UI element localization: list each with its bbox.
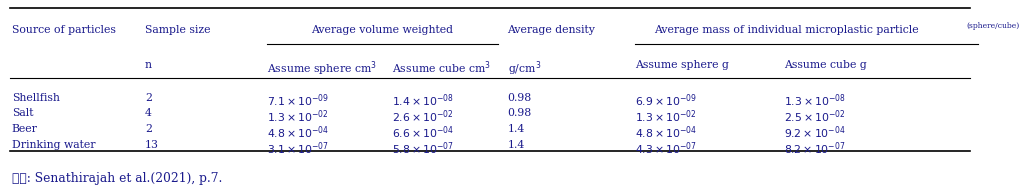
Text: 4: 4	[145, 108, 152, 118]
Text: Assume sphere cm$^3$: Assume sphere cm$^3$	[267, 60, 377, 78]
Text: $8.2 \times 10^{-07}$: $8.2 \times 10^{-07}$	[784, 140, 845, 157]
Text: Average volume weighted: Average volume weighted	[311, 25, 453, 35]
Text: 0.98: 0.98	[508, 108, 531, 118]
Text: 1.4: 1.4	[508, 140, 525, 150]
Text: $4.3 \times 10^{-07}$: $4.3 \times 10^{-07}$	[635, 140, 697, 157]
Text: Shellfish: Shellfish	[12, 92, 59, 102]
Text: $1.3 \times 10^{-08}$: $1.3 \times 10^{-08}$	[784, 92, 846, 109]
Text: $5.8 \times 10^{-07}$: $5.8 \times 10^{-07}$	[391, 140, 454, 157]
Text: $7.1 \times 10^{-09}$: $7.1 \times 10^{-09}$	[267, 92, 329, 109]
Text: Average density: Average density	[508, 25, 596, 35]
Text: 자료: Senathirajah et al.(2021), p.7.: 자료: Senathirajah et al.(2021), p.7.	[12, 172, 222, 185]
Text: 2: 2	[145, 124, 152, 134]
Text: Sample size: Sample size	[145, 25, 211, 35]
Text: (sphere/cube): (sphere/cube)	[966, 21, 1019, 30]
Text: $4.8 \times 10^{-04}$: $4.8 \times 10^{-04}$	[635, 124, 697, 141]
Text: $2.6 \times 10^{-02}$: $2.6 \times 10^{-02}$	[391, 108, 454, 125]
Text: Average mass of individual microplastic particle: Average mass of individual microplastic …	[654, 25, 919, 35]
Text: Salt: Salt	[12, 108, 34, 118]
Text: 13: 13	[145, 140, 159, 150]
Text: Drinking water: Drinking water	[12, 140, 95, 150]
Text: $9.2 \times 10^{-04}$: $9.2 \times 10^{-04}$	[784, 124, 845, 141]
Text: $1.3 \times 10^{-02}$: $1.3 \times 10^{-02}$	[635, 108, 697, 125]
Text: 0.98: 0.98	[508, 92, 531, 102]
Text: $1.4 \times 10^{-08}$: $1.4 \times 10^{-08}$	[391, 92, 454, 109]
Text: Source of particles: Source of particles	[12, 25, 115, 35]
Text: $3.1 \times 10^{-07}$: $3.1 \times 10^{-07}$	[267, 140, 329, 157]
Text: Assume cube g: Assume cube g	[784, 60, 867, 70]
Text: $2.5 \times 10^{-02}$: $2.5 \times 10^{-02}$	[784, 108, 845, 125]
Text: $6.9 \times 10^{-09}$: $6.9 \times 10^{-09}$	[635, 92, 697, 109]
Text: $1.3 \times 10^{-02}$: $1.3 \times 10^{-02}$	[267, 108, 328, 125]
Text: 2: 2	[145, 92, 152, 102]
Text: Assume sphere g: Assume sphere g	[635, 60, 729, 70]
Text: $4.8 \times 10^{-04}$: $4.8 \times 10^{-04}$	[267, 124, 328, 141]
Text: 1.4: 1.4	[508, 124, 525, 134]
Text: Beer: Beer	[12, 124, 38, 134]
Text: g/cm$^3$: g/cm$^3$	[508, 60, 541, 78]
Text: $6.6 \times 10^{-04}$: $6.6 \times 10^{-04}$	[391, 124, 454, 141]
Text: n: n	[145, 60, 152, 70]
Text: Assume cube cm$^3$: Assume cube cm$^3$	[391, 60, 491, 76]
